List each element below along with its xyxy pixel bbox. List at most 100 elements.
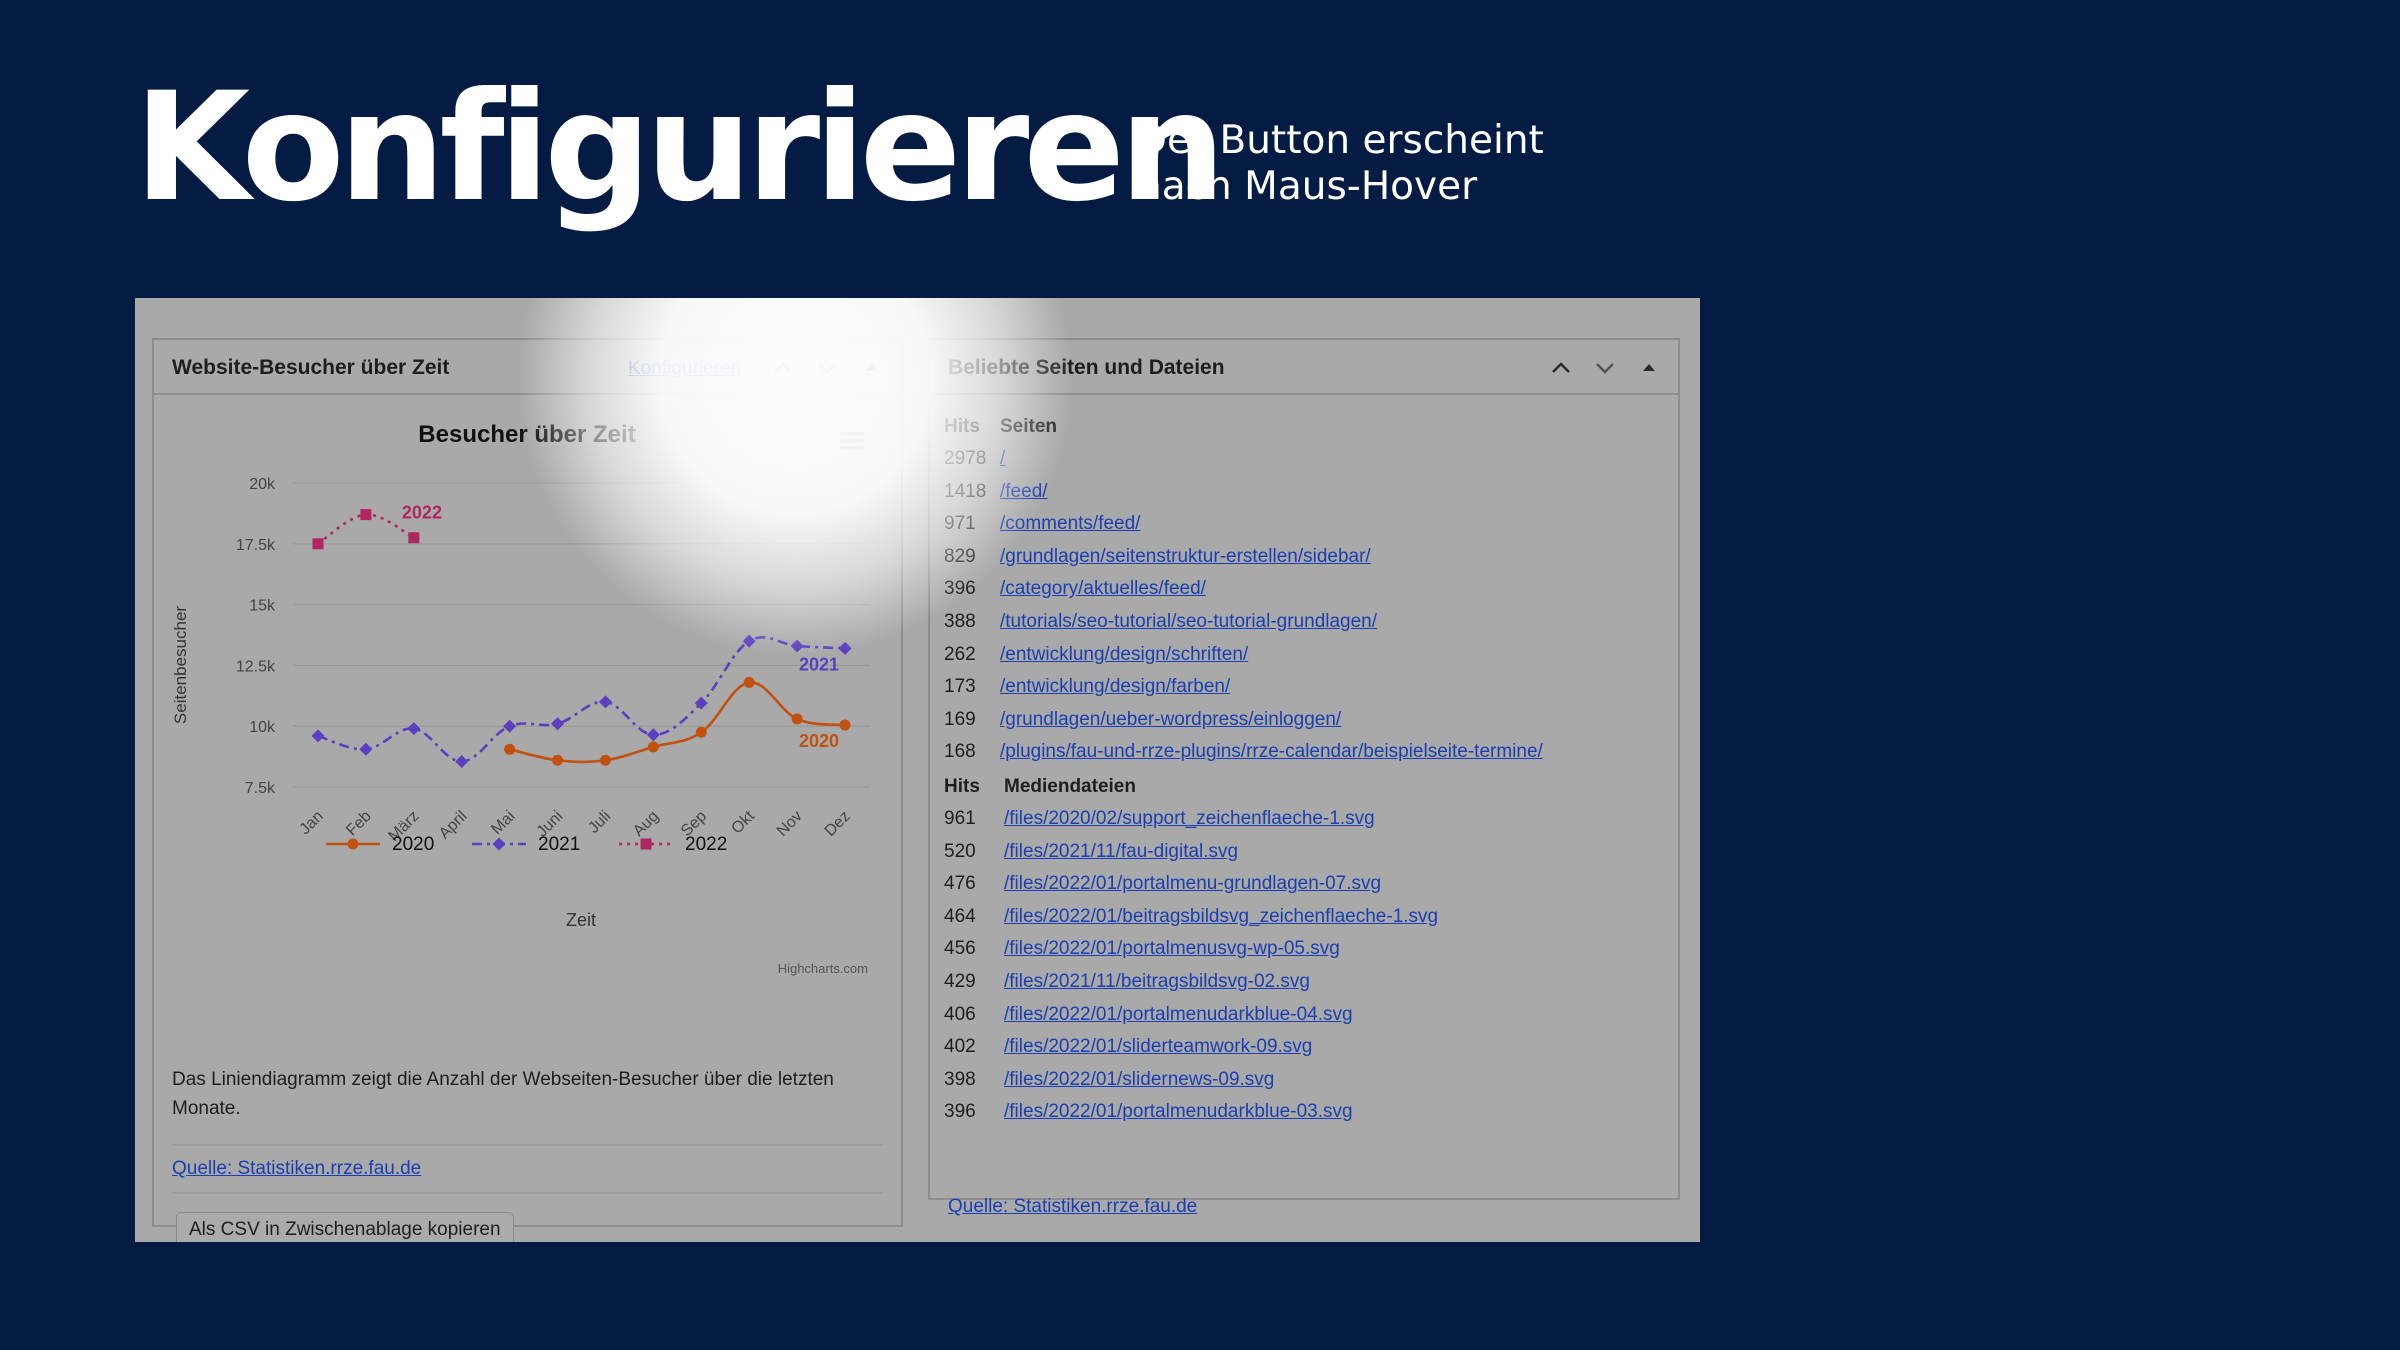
x-tick-label: Nov (774, 808, 806, 840)
pages-header: Seiten (1000, 416, 1058, 437)
media-link[interactable]: /files/2022/01/portalmenu-grundlagen-07.… (1004, 873, 1382, 895)
data-point-2021 (407, 722, 421, 736)
triangle-up-icon (1643, 364, 1655, 371)
hits-header: Hits (944, 776, 980, 797)
data-point-2020 (743, 676, 755, 688)
pages-link[interactable]: /plugins/fau-und-rrze-plugins/rrze-calen… (1000, 741, 1543, 763)
data-point-2020 (647, 741, 659, 753)
media-link[interactable]: /files/2022/01/sliderteamwork-09.svg (1004, 1036, 1313, 1058)
media-hits: 429 (944, 971, 976, 992)
collapse-button[interactable] (860, 358, 882, 378)
media-hits: 961 (944, 808, 976, 829)
y-tick-label: 20k (249, 476, 276, 493)
legend-item-2020[interactable]: 2020 (326, 834, 434, 855)
x-tick-label: Dez (822, 808, 854, 840)
hamburger-menu-icon (840, 432, 864, 450)
media-hits: 398 (944, 1068, 976, 1090)
pages-link[interactable]: /category/aktuelles/feed/ (1000, 578, 1206, 600)
source-link-right[interactable]: Quelle: Statistiken.rrze.fau.de (948, 1196, 1198, 1217)
media-link[interactable]: /files/2022/01/portalmenusvg-wp-05.svg (1004, 938, 1340, 960)
x-tick-label: Okt (728, 807, 758, 837)
hero-title: Konfigurieren (134, 61, 1226, 235)
data-point-2021 (551, 717, 565, 731)
move-down-button[interactable] (816, 358, 838, 378)
media-hits: 464 (944, 905, 976, 927)
x-tick-label: April (436, 808, 471, 843)
divider (172, 1144, 883, 1146)
chart-credit[interactable]: Highcharts.com (778, 961, 868, 976)
media-link[interactable]: /files/2022/01/slidernews-09.svg (1004, 1068, 1275, 1090)
data-point-2022 (312, 538, 324, 550)
move-up-button[interactable] (772, 358, 794, 378)
source-link-left[interactable]: Quelle: Statistiken.rrze.fau.de (172, 1158, 422, 1179)
y-axis-label: Seitenbesucher (171, 606, 190, 724)
data-point-2021 (646, 728, 660, 742)
configure-link[interactable]: Konfigurieren (628, 358, 742, 379)
x-tick-label: Juli (585, 808, 614, 837)
media-link[interactable]: /files/2020/02/support_zeichenflaeche-1.… (1004, 808, 1375, 829)
data-point-2021 (838, 641, 852, 655)
pages-link[interactable]: /entwicklung/design/farben/ (1000, 676, 1231, 698)
pages-link[interactable]: /tutorials/seo-tutorial/seo-tutorial-gru… (1000, 611, 1378, 632)
move-up-button[interactable] (1550, 358, 1572, 378)
legend-marker (640, 838, 652, 850)
media-link[interactable]: /files/2022/01/portalmenudarkblue-04.svg (1004, 1003, 1353, 1025)
collapse-button[interactable] (1638, 358, 1660, 378)
data-point-2020 (695, 726, 707, 738)
y-tick-label: 17.5k (236, 537, 276, 554)
chevron-up-icon (774, 362, 792, 373)
pages-link[interactable]: / (1000, 448, 1006, 469)
move-down-button[interactable] (1594, 358, 1616, 378)
data-point-2021 (359, 742, 373, 756)
data-point-2021 (598, 695, 612, 709)
pages-link[interactable]: /feed/ (1000, 480, 1048, 502)
media-link[interactable]: /files/2021/11/beitragsbildsvg-02.svg (1004, 971, 1310, 992)
data-point-2021 (311, 729, 325, 743)
media-link[interactable]: /files/2022/01/portalmenudarkblue-03.svg (1004, 1101, 1353, 1123)
y-tick-label: 12.5k (236, 658, 276, 675)
x-tick-label: Mai (488, 808, 518, 838)
visitors-panel-title: Website-Besucher über Zeit (172, 356, 450, 379)
x-tick-label: Jan (297, 808, 327, 838)
data-point-2021 (455, 754, 469, 768)
series-end-label: 2020 (799, 731, 839, 751)
y-tick-label: 10k (249, 719, 276, 736)
media-link[interactable]: /files/2021/11/fau-digital.svg (1004, 840, 1239, 862)
popular-pages-panel-title: Beliebte Seiten und Dateien (948, 356, 1225, 379)
legend-item-2021[interactable]: 2021 (472, 834, 580, 855)
pages-hits: 168 (944, 741, 976, 763)
pages-hits: 1418 (944, 480, 987, 502)
data-point-2020 (791, 713, 803, 725)
chart-title: Besucher über Zeit (418, 421, 635, 448)
popular-pages-panel: Beliebte Seiten und Dateien Hits Seiten … (928, 338, 1680, 1217)
chart-description: Das Liniendiagramm zeigt die Anzahl der … (172, 1069, 834, 1119)
media-hits: 402 (944, 1036, 976, 1058)
y-tick-label: 7.5k (245, 780, 276, 797)
media-hits: 406 (944, 1003, 976, 1025)
media-hits: 520 (944, 840, 976, 862)
chevron-up-icon (1552, 362, 1570, 373)
chevron-down-icon (1596, 363, 1614, 374)
data-point-2020 (504, 743, 516, 755)
pages-link[interactable]: /grundlagen/ueber-wordpress/einloggen/ (1000, 708, 1342, 730)
visitors-chart: 7.5k 10k 12.5k 15k 17.5k 20k Jan Feb März April Ma… (154, 395, 902, 1015)
data-point-2021 (503, 719, 517, 733)
pages-hits: 2978 (944, 448, 987, 469)
pages-link[interactable]: /entwicklung/design/schriften/ (1000, 643, 1249, 665)
data-point-2021 (694, 696, 708, 710)
chart-menu-button[interactable] (838, 429, 866, 453)
hits-header: Hits (944, 416, 980, 437)
hero-note-line-2: nach Maus-Hover (1137, 164, 1478, 209)
series-line-2021 (317, 636, 846, 763)
legend-label: 2020 (392, 834, 434, 855)
pages-hits: 829 (944, 545, 976, 567)
pages-link[interactable]: /grundlagen/seitenstruktur-erstellen/sid… (1000, 545, 1371, 567)
legend-item-2022[interactable]: 2022 (619, 834, 727, 855)
legend-marker (347, 838, 359, 850)
hero-note: Der Button erscheint nach Maus-Hover (1137, 118, 1544, 210)
copy-csv-button[interactable]: Als CSV in Zwischenablage kopieren (176, 1212, 514, 1242)
media-link[interactable]: /files/2022/01/beitragsbildsvg_zeichenfl… (1004, 905, 1439, 927)
pages-link[interactable]: /comments/feed/ (1000, 513, 1141, 535)
legend-label: 2022 (685, 834, 727, 855)
